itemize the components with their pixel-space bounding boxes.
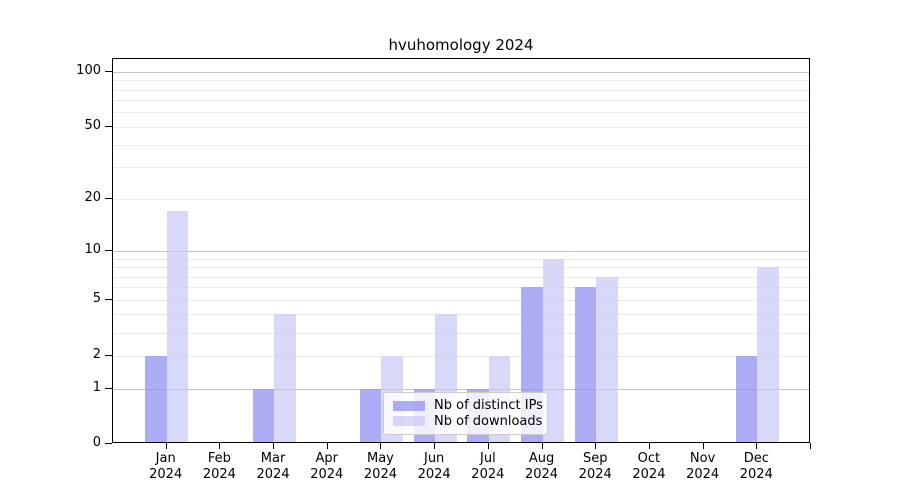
bar-downloads: [757, 267, 779, 442]
legend-item-distinct-ips: Nb of distinct IPs: [393, 398, 543, 413]
x-tick-mark: [648, 443, 650, 449]
bar-downloads: [166, 211, 189, 442]
x-tick-label: Nov 2024: [686, 451, 720, 482]
x-tick-mark: [434, 443, 436, 449]
x-tick-mark: [595, 443, 597, 449]
bar-distinct-ips: [145, 355, 167, 442]
x-tick-mark: [702, 443, 704, 449]
x-tick-label: Apr 2024: [310, 451, 344, 482]
gridline: [113, 299, 809, 301]
y-tick-label: 10: [84, 241, 101, 257]
x-tick-mark: [487, 443, 489, 449]
x-tick-label: Aug 2024: [524, 451, 559, 482]
gridline: [113, 267, 809, 268]
gridline: [113, 332, 809, 334]
bar-downloads: [274, 314, 296, 442]
legend-label: Nb of distinct IPs: [434, 398, 543, 414]
gridline: [113, 167, 809, 169]
gridline: [113, 112, 809, 114]
x-tick-label: Mar 2024: [256, 451, 290, 482]
y-tick-label: 50: [84, 117, 101, 133]
y-tick-label: 1: [92, 379, 101, 395]
gridline: [113, 250, 809, 252]
distinct-ips-swatch-icon: [393, 400, 425, 411]
x-tick-mark: [541, 443, 543, 449]
x-tick-label: Jul 2024: [471, 451, 505, 482]
y-tick-mark: [105, 197, 112, 199]
bar-distinct-ips: [574, 287, 597, 442]
gridline: [113, 89, 809, 91]
x-tick-label: May 2024: [363, 451, 397, 482]
gridline: [113, 126, 809, 128]
x-tick-mark: [219, 443, 221, 449]
y-tick-mark: [105, 70, 112, 72]
plot-area: Nb of distinct IPs Nb of downloads: [112, 58, 810, 443]
gridline: [113, 276, 809, 278]
gridline: [113, 388, 809, 390]
y-tick-mark: [105, 354, 112, 356]
y-tick-label: 2: [92, 346, 101, 362]
bar-distinct-ips: [359, 388, 382, 442]
bar-distinct-ips: [252, 388, 275, 442]
x-tick-mark: [326, 443, 328, 449]
x-tick-label: Jan 2024: [149, 451, 183, 482]
y-tick-mark: [105, 443, 112, 444]
x-tick-mark: [273, 443, 275, 449]
y-tick-label: 0: [92, 435, 101, 450]
gridline: [113, 258, 809, 260]
gridline: [113, 80, 809, 82]
x-tick-mark: [756, 443, 758, 449]
y-tick-mark: [105, 125, 112, 127]
gridline: [113, 144, 809, 146]
gridline: [113, 198, 809, 200]
legend-label: Nb of downloads: [434, 413, 543, 429]
x-tick-label: Oct 2024: [632, 451, 666, 482]
y-tick-label: 5: [92, 290, 101, 306]
gridline: [113, 71, 809, 73]
y-tick-mark: [105, 387, 112, 389]
y-tick-label: 100: [76, 62, 101, 78]
gridline: [113, 355, 809, 357]
x-tick-mark: [165, 443, 167, 449]
downloads-swatch-icon: [393, 416, 425, 427]
x-tick-mark: [810, 443, 811, 449]
bar-downloads: [596, 276, 618, 442]
x-tick-label: Feb 2024: [202, 451, 236, 482]
gridline: [113, 314, 809, 316]
x-tick-label: Dec 2024: [739, 451, 773, 482]
y-tick-mark: [105, 249, 112, 251]
legend-item-downloads: Nb of downloads: [393, 414, 542, 429]
x-tick-mark: [380, 443, 382, 449]
y-tick-label: 20: [84, 189, 101, 205]
chart-title: hvuhomology 2024: [388, 36, 534, 54]
x-tick-label: Jun 2024: [417, 451, 451, 482]
x-tick-label: Sep 2024: [578, 451, 612, 482]
y-tick-mark: [105, 298, 112, 300]
gridline: [113, 100, 809, 102]
legend: Nb of distinct IPs Nb of downloads: [383, 392, 548, 435]
bar-distinct-ips: [735, 355, 758, 442]
gridline: [113, 287, 809, 289]
